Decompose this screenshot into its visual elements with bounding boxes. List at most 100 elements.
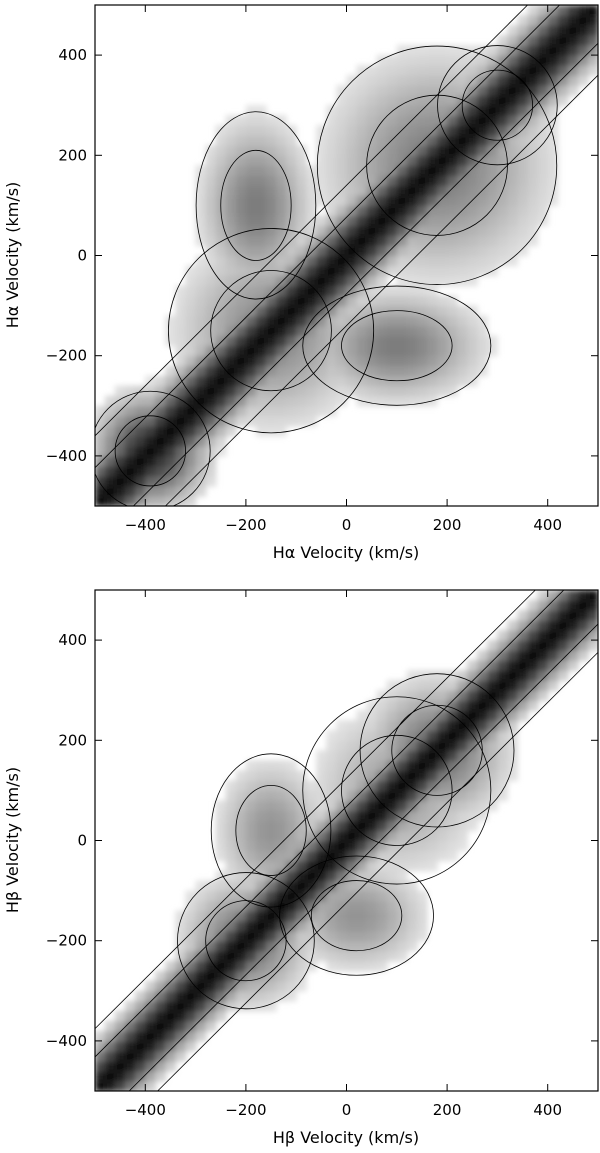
heatmap-cell-top <box>386 225 398 237</box>
heatmap-cell-top <box>376 175 388 186</box>
heatmap-cell-bottom <box>105 1020 116 1032</box>
heatmap-cell-top <box>507 35 519 46</box>
heatmap-cell-bottom <box>276 910 287 922</box>
heatmap-cell-top <box>416 385 428 397</box>
heatmap-cell-bottom <box>567 640 579 651</box>
heatmap-cell-top <box>326 345 338 357</box>
heatmap-cell-top <box>346 275 358 287</box>
x-axis-ticks-bottom: −400 −200 0 200 400 <box>125 590 562 1119</box>
heatmap-cell-bottom <box>386 810 398 822</box>
heatmap-cell-bottom <box>426 740 438 751</box>
heatmap-cell-top <box>185 415 197 427</box>
heatmap-cell-top <box>396 225 408 237</box>
heatmap-cell-top <box>396 315 408 327</box>
heatmap-cell-top <box>437 335 448 347</box>
heatmap-cell-top <box>266 195 277 206</box>
heatmap-cell-top <box>346 245 358 257</box>
heatmap-cell-top <box>286 145 297 156</box>
heatmap-cell-top <box>326 365 338 377</box>
heatmap-cell-bottom <box>245 780 257 791</box>
heatmap-cell-bottom <box>286 830 297 842</box>
heatmap-cell-top <box>336 245 348 257</box>
heatmap-cell-bottom <box>286 930 297 942</box>
heatmap-cell-top <box>245 195 257 206</box>
heatmap-cell-top <box>376 255 388 267</box>
heatmap-cell-bottom <box>255 970 267 982</box>
heatmap-cell-bottom <box>396 790 408 802</box>
heatmap-cell-top <box>457 65 468 76</box>
heatmap-cell-top <box>416 105 428 116</box>
heatmap-cell-top <box>195 425 207 437</box>
heatmap-cell-top <box>467 355 478 367</box>
heatmap-cell-bottom <box>346 780 358 791</box>
heatmap-cell-top <box>286 375 297 387</box>
heatmap-cell-top <box>286 165 297 176</box>
heatmap-cell-bottom <box>406 940 418 952</box>
heatmap-cell-top <box>487 195 498 206</box>
heatmap-cell-top <box>306 185 317 196</box>
heatmap-cell-bottom <box>215 890 227 902</box>
heatmap-cell-top <box>577 45 589 56</box>
heatmap-cell-bottom <box>205 1020 217 1032</box>
heatmap-cell-top <box>467 85 478 96</box>
heatmap-cell-top <box>205 315 217 327</box>
heatmap-cell-bottom <box>115 1080 126 1091</box>
heatmap-cell-top <box>487 145 498 156</box>
heatmap-cell-bottom <box>185 950 197 962</box>
heatmap-cell-top <box>205 385 217 397</box>
heatmap-cell-bottom <box>276 810 287 822</box>
heatmap-cell-bottom <box>245 900 257 912</box>
heatmap-cell-top <box>326 255 338 267</box>
heatmap-cell-top <box>255 385 267 397</box>
heatmap-cell-bottom <box>416 920 428 932</box>
heatmap-cell-bottom <box>437 680 448 691</box>
heatmap-cell-top <box>346 95 358 106</box>
heatmap-cell-top <box>195 215 207 227</box>
heatmap-cell-top <box>175 295 187 307</box>
heatmap-cell-bottom <box>507 700 519 711</box>
heatmap-cell-bottom <box>155 1000 167 1012</box>
heatmap-cell-top <box>416 125 428 136</box>
heatmap-cell-bottom <box>467 730 478 741</box>
heatmap-cell-bottom <box>185 900 197 912</box>
heatmap-cell-bottom <box>286 850 297 862</box>
heatmap-cell-top <box>225 195 237 206</box>
heatmap-cell-top <box>527 155 539 166</box>
heatmap-cell-top <box>447 85 458 96</box>
heatmap-cell-top <box>235 385 247 397</box>
heatmap-cell-bottom <box>326 800 338 812</box>
heatmap-cell-top <box>467 175 478 186</box>
heatmap-cell-top <box>215 375 227 387</box>
heatmap-cell-bottom <box>95 1080 106 1091</box>
heatmap-cell-bottom <box>105 1040 116 1052</box>
heatmap-cell-top <box>366 325 378 337</box>
heatmap-cell-bottom <box>487 760 498 771</box>
heatmap-cell-bottom <box>497 750 509 761</box>
heatmap-cell-top <box>266 165 277 176</box>
heatmap-cell-bottom <box>577 590 589 601</box>
heatmap-cell-top <box>346 75 358 86</box>
heatmap-cell-top <box>135 405 146 417</box>
heatmap-cell-top <box>326 375 338 387</box>
heatmap-cell-bottom <box>406 700 418 711</box>
heatmap-cell-bottom <box>165 970 177 982</box>
heatmap-cell-bottom <box>356 770 368 781</box>
y-tick-label-bottom: 200 <box>58 731 87 749</box>
heatmap-cell-top <box>426 345 438 357</box>
heatmap-cell-bottom <box>235 840 247 852</box>
heatmap-cell-top <box>366 335 378 347</box>
heatmap-cell-top <box>195 165 207 176</box>
heatmap-cell-top <box>457 375 468 387</box>
heatmap-cell-top <box>517 155 529 166</box>
heatmap-cell-bottom <box>155 1030 167 1042</box>
heatmap-cell-bottom <box>316 880 327 892</box>
heatmap-cell-bottom <box>386 930 398 942</box>
heatmap-cell-bottom <box>225 870 237 882</box>
heatmap-cell-top <box>457 215 468 227</box>
heatmap-cell-bottom <box>185 1000 197 1012</box>
heatmap-cell-bottom <box>376 760 388 771</box>
heatmap-cell-bottom <box>577 610 589 621</box>
heatmap-cell-top <box>286 155 297 166</box>
heatmap-cell-bottom <box>195 1000 207 1012</box>
heatmap-cell-top <box>235 165 247 176</box>
